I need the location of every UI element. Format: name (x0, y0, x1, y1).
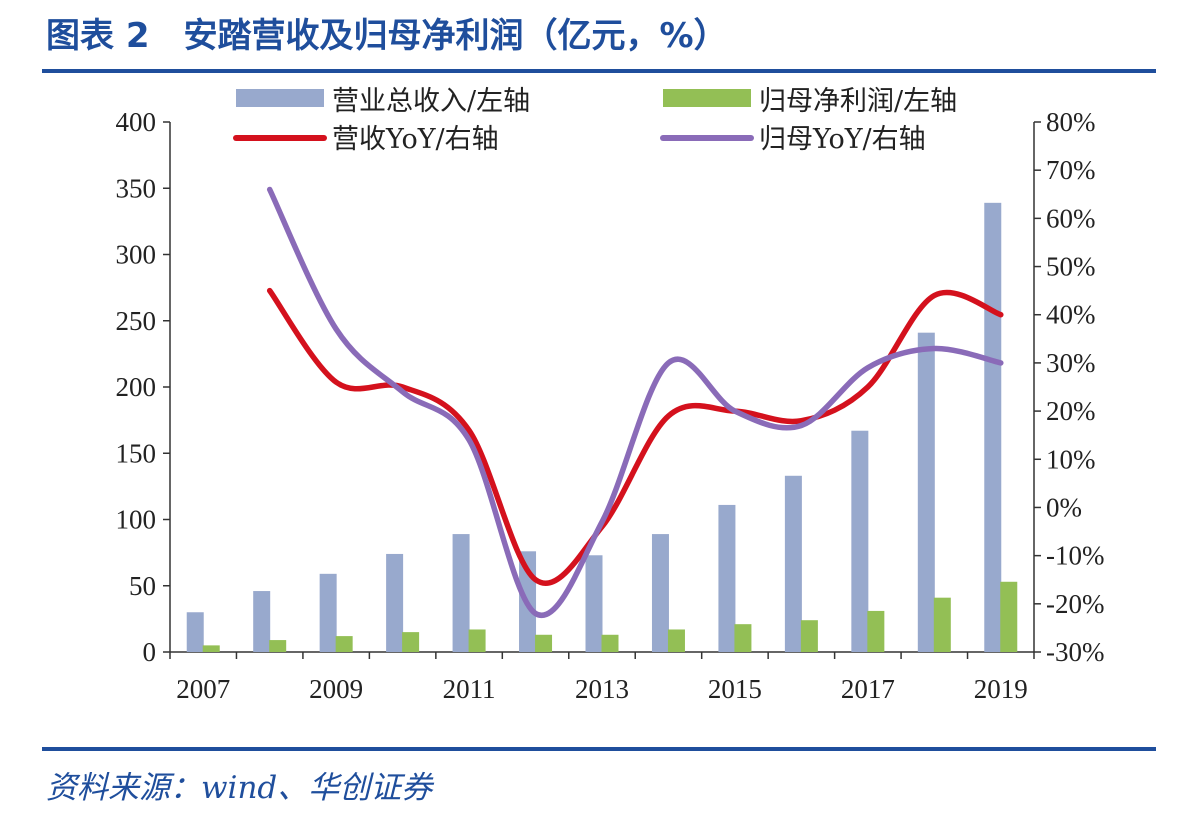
x-tick-label: 2019 (974, 674, 1028, 704)
y-left-tick-label: 100 (116, 505, 157, 535)
chart-title: 图表 2 安踏营收及归母净利润（亿元，%） (46, 8, 728, 64)
y-right-tick-label: 60% (1046, 203, 1096, 233)
legend-net-profit: 归母净利润/左轴 (663, 86, 957, 117)
figure-title: 安踏营收及归母净利润（亿元，%） (183, 16, 728, 56)
revenue-bar (984, 202, 1002, 652)
y-left-tick-label: 350 (116, 173, 157, 203)
y-right-tick-label: 70% (1046, 155, 1096, 185)
net-profit-bar (202, 645, 220, 652)
legend-net-profit-yoy: 归母YoY/右轴 (660, 124, 926, 155)
y-right-tick-label: 10% (1046, 444, 1096, 474)
net-profit-bar (269, 640, 287, 652)
title-divider (42, 69, 1156, 73)
y-right-tick-label: 20% (1046, 396, 1096, 426)
y-left-tick-label: 300 (116, 240, 157, 270)
y-right-tick-label: 0% (1046, 492, 1082, 522)
revenue-bar (851, 430, 869, 652)
legend-revenue-yoy: 营收YoY/右轴 (233, 124, 499, 155)
figure-number: 图表 2 (46, 16, 150, 56)
revenue-bar (253, 591, 271, 652)
revenue-bar (651, 534, 669, 652)
net-profit-bar (335, 636, 353, 652)
revenue-bar (585, 555, 603, 652)
net-profit-yoy-line (266, 186, 1004, 619)
y-left-tick-label: 150 (116, 438, 157, 468)
y-right-tick-label: -10% (1046, 541, 1104, 571)
net-profit-bar (468, 629, 486, 652)
source-divider (42, 747, 1156, 751)
y-right-tick-label: 30% (1046, 348, 1096, 378)
x-tick-label: 2015 (708, 674, 762, 704)
legend-revenue-yoy-label: 营收YoY/右轴 (332, 124, 499, 155)
net-profit-bar (667, 629, 685, 652)
source-note: 资料来源：wind、华创证券 (46, 770, 433, 806)
net-profit-bar (867, 610, 885, 652)
x-tick-label: 2017 (841, 674, 895, 704)
legend-revenue-swatch (236, 89, 324, 107)
y-left-tick-label: 200 (116, 372, 157, 402)
net-profit-bar (402, 632, 420, 652)
revenue-bar (718, 504, 736, 652)
y-right-tick-label: 50% (1046, 252, 1096, 282)
net-profit-bar (933, 597, 951, 652)
x-tick-label: 2013 (575, 674, 629, 704)
y-right-tick-label: -30% (1046, 637, 1104, 667)
net-profit-bar (535, 634, 553, 652)
revenue-bar (917, 332, 935, 652)
y-left-tick-label: 400 (116, 107, 157, 137)
net-profit-bar (1000, 581, 1018, 652)
plot-group: 0 50 100 150 200 250 300 350 400 -30% -20% -10% 0% 10… (116, 107, 1105, 704)
revenue-bar (186, 612, 204, 652)
legend-net-profit-label: 归母净利润/左轴 (759, 86, 957, 117)
legend-net-profit-yoy-label: 归母YoY/右轴 (759, 124, 926, 155)
x-tick-label: 2009 (309, 674, 363, 704)
legend-net-profit-swatch (663, 89, 751, 107)
legend-revenue-label: 营业总收入/左轴 (332, 86, 530, 117)
net-profit-bar (800, 620, 818, 652)
revenue-bar (452, 534, 470, 652)
revenue-bar (784, 475, 802, 652)
legend-revenue: 营业总收入/左轴 (236, 86, 530, 117)
x-tick-label: 2007 (176, 674, 230, 704)
net-profit-bar (734, 624, 752, 652)
x-tick-label: 2011 (443, 674, 496, 704)
y-left-tick-label: 250 (116, 306, 157, 336)
net-profit-bar (601, 634, 619, 652)
y-right-tick-label: 80% (1046, 107, 1096, 137)
y-right-tick-label: 40% (1046, 300, 1096, 330)
y-left-tick-label: 0 (143, 637, 157, 667)
y-left-tick-label: 50 (129, 571, 156, 601)
revenue-bar (386, 553, 404, 652)
revenue-bar (319, 573, 337, 652)
y-right-tick-label: -20% (1046, 589, 1104, 619)
